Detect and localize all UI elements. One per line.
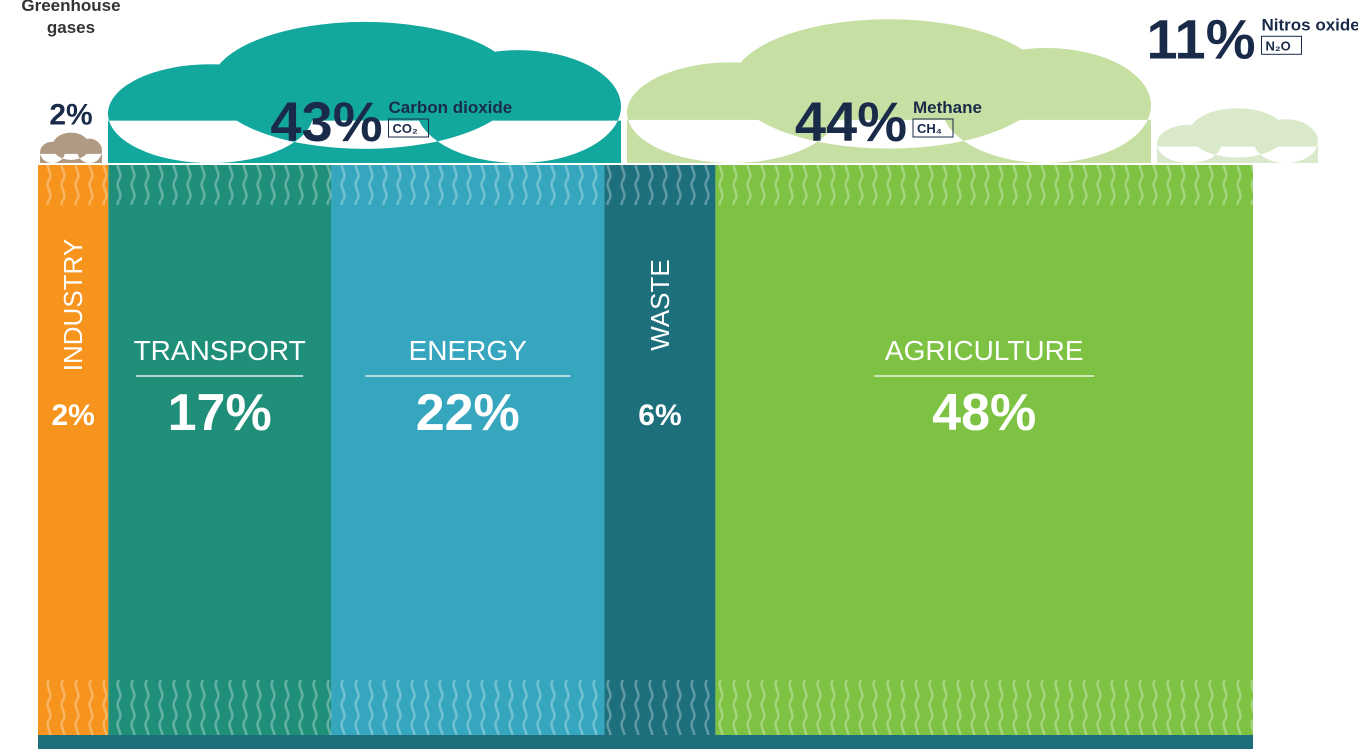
sector-column <box>715 165 1253 735</box>
gas-value: 11% <box>1147 7 1256 70</box>
sector-value: 17% <box>168 384 272 442</box>
sector-column <box>331 165 604 735</box>
page: 2% 43% Carbon dioxide CO₂ 44% Methane CH₄ 11% Ni… <box>0 0 1358 749</box>
waves <box>331 680 604 735</box>
sector-value: 22% <box>416 384 520 442</box>
gas-value: 43% <box>270 90 382 153</box>
waves <box>38 165 108 205</box>
gas-cloud <box>40 133 102 163</box>
sector-column <box>108 165 331 735</box>
columns: INDUSTRY 2% TRANSPORT 17% ENERGY 22% WASTE 6% AG… <box>38 165 1253 735</box>
sector-label: ENERGY <box>409 335 528 366</box>
gas-formula: N₂O <box>1266 38 1291 53</box>
sector-label: AGRICULTURE <box>885 335 1084 366</box>
waves <box>38 680 108 735</box>
gas-name: Synthetic Greenhouse gases <box>11 0 131 39</box>
sector-value: 6% <box>638 399 681 432</box>
gas-name: Methane <box>913 98 982 117</box>
infographic: 2% 43% Carbon dioxide CO₂ 44% Methane CH₄ 11% Ni… <box>0 0 1358 749</box>
waves <box>604 165 715 205</box>
gas-formula: CO₂ <box>393 121 419 136</box>
gas-name: Carbon dioxide <box>389 98 513 117</box>
gas-cloud <box>1157 108 1318 163</box>
sector-value: 48% <box>932 384 1036 442</box>
gas-value: 44% <box>795 90 907 153</box>
waves <box>331 165 604 205</box>
sector-column <box>604 165 715 735</box>
clouds: 2% 43% Carbon dioxide CO₂ 44% Methane CH₄ 11% Ni… <box>40 7 1358 163</box>
gas-formula: CH₄ <box>917 121 942 136</box>
sector-label: TRANSPORT <box>134 335 306 366</box>
waves <box>604 680 715 735</box>
gas-name: Nitros oxide <box>1262 15 1358 34</box>
ground-bar <box>38 735 1253 749</box>
gas-value: 2% <box>49 99 92 132</box>
sector-value: 2% <box>51 399 94 432</box>
waves <box>715 165 1253 205</box>
sector-label: WASTE <box>645 259 675 350</box>
waves <box>108 165 331 205</box>
waves <box>715 680 1253 735</box>
waves <box>108 680 331 735</box>
sector-label: INDUSTRY <box>58 239 88 371</box>
